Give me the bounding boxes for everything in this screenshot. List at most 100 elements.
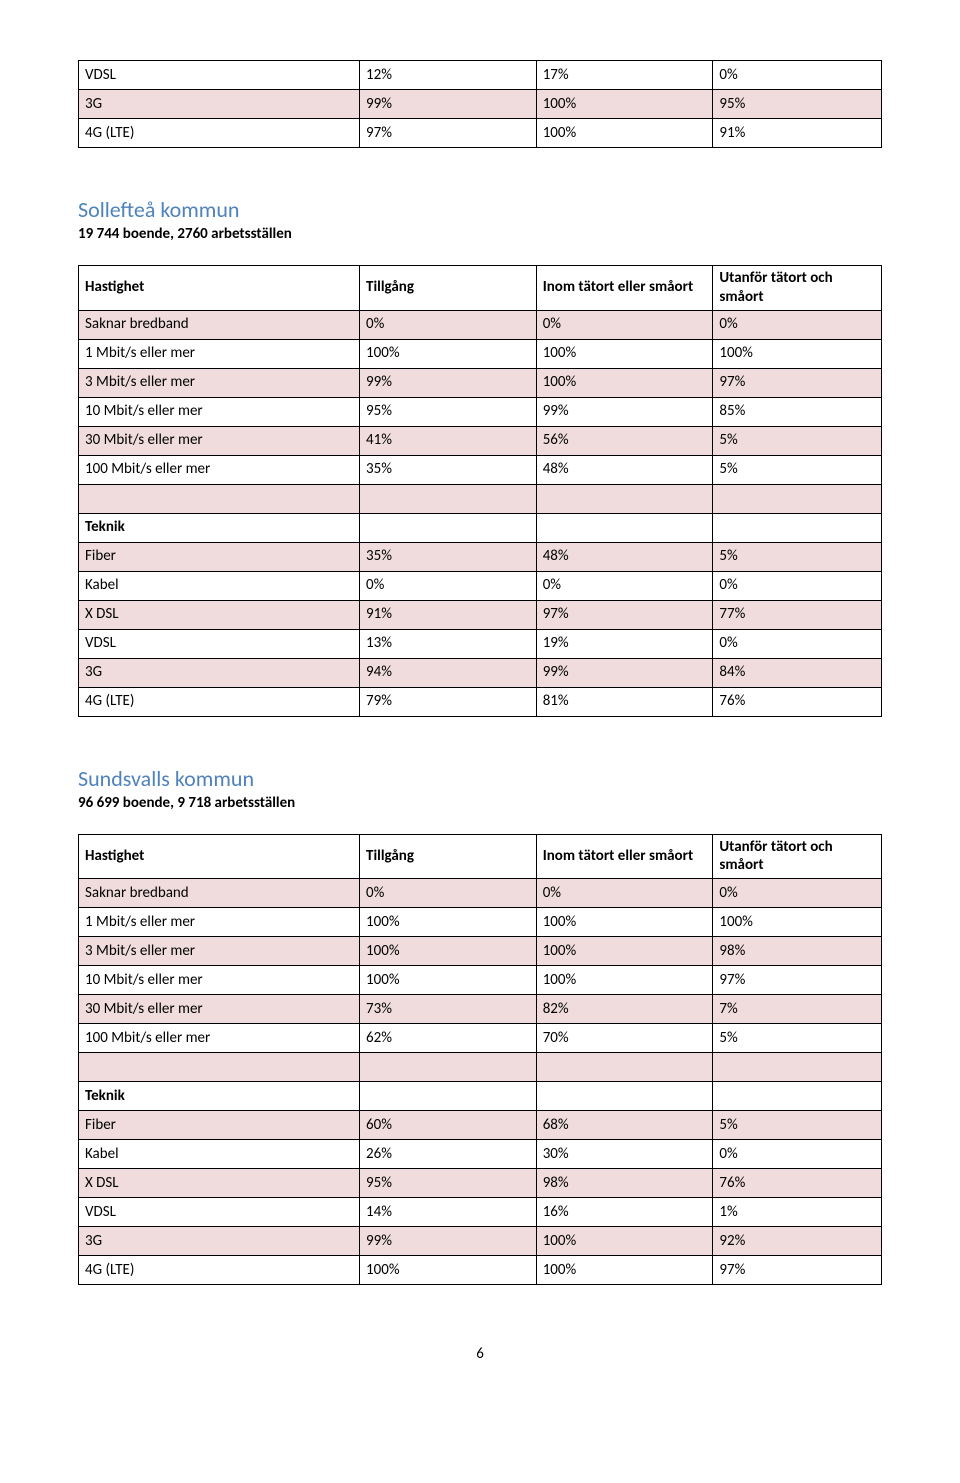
section-table: HastighetTillgångInom tätort eller småor… <box>78 265 882 717</box>
table-cell <box>360 1053 537 1082</box>
teknik-header-row: Teknik <box>79 1082 882 1111</box>
table-row: 3 Mbit/s eller mer100%100%98% <box>79 937 882 966</box>
table-cell: 97% <box>713 368 882 397</box>
table-cell: 19% <box>536 629 713 658</box>
table-cell: 97% <box>713 1256 882 1285</box>
table-header-row: HastighetTillgångInom tätort eller småor… <box>79 266 882 311</box>
table-cell: Fiber <box>79 542 360 571</box>
table-cell: 3G <box>79 658 360 687</box>
table-cell: 0% <box>536 310 713 339</box>
table-cell: 0% <box>536 879 713 908</box>
table-cell: 84% <box>713 658 882 687</box>
table-cell: 48% <box>536 455 713 484</box>
table-cell: 5% <box>713 1111 882 1140</box>
table-cell: 100% <box>536 966 713 995</box>
table-cell: 35% <box>360 455 537 484</box>
table-cell: 5% <box>713 1024 882 1053</box>
table-header-cell: Tillgång <box>360 266 537 311</box>
table-header-cell: Utanför tätort och småort <box>713 834 882 879</box>
table-cell: 4G (LTE) <box>79 687 360 716</box>
table-cell: 99% <box>536 658 713 687</box>
table-cell: 14% <box>360 1198 537 1227</box>
table-cell: Fiber <box>79 1111 360 1140</box>
teknik-label: Teknik <box>79 1082 360 1111</box>
teknik-label: Teknik <box>79 513 360 542</box>
table-cell: 91% <box>713 119 882 148</box>
table-cell: 100% <box>536 937 713 966</box>
table-row: Saknar bredband0%0%0% <box>79 879 882 908</box>
table-cell <box>536 1082 713 1111</box>
table-cell: 100% <box>536 90 713 119</box>
table-row: 3G99%100%92% <box>79 1227 882 1256</box>
table-cell: 100% <box>360 1256 537 1285</box>
table-cell: 98% <box>713 937 882 966</box>
table-cell: 100% <box>536 368 713 397</box>
table-cell: 95% <box>360 397 537 426</box>
table-cell: 30 Mbit/s eller mer <box>79 995 360 1024</box>
table-cell: 0% <box>713 629 882 658</box>
table-cell: 0% <box>713 879 882 908</box>
table-cell: VDSL <box>79 61 360 90</box>
table-cell <box>536 1053 713 1082</box>
table-cell: 3 Mbit/s eller mer <box>79 937 360 966</box>
table-row: 3G94%99%84% <box>79 658 882 687</box>
table-cell: X DSL <box>79 600 360 629</box>
table-cell: 97% <box>360 119 537 148</box>
table-cell: 30 Mbit/s eller mer <box>79 426 360 455</box>
table-cell: 26% <box>360 1140 537 1169</box>
sections-container: Sollefteå kommun19 744 boende, 2760 arbe… <box>78 196 882 1285</box>
table-cell: 97% <box>713 966 882 995</box>
table-row: VDSL14%16%1% <box>79 1198 882 1227</box>
table-cell: 100% <box>713 908 882 937</box>
table-row: VDSL12%17%0% <box>79 61 882 90</box>
table-cell: 1 Mbit/s eller mer <box>79 908 360 937</box>
table-cell: VDSL <box>79 629 360 658</box>
table-cell: 99% <box>360 1227 537 1256</box>
table-cell: 41% <box>360 426 537 455</box>
table-cell: 5% <box>713 455 882 484</box>
table-cell: 0% <box>536 571 713 600</box>
section-subtitle: 96 699 boende, 9 718 arbetsställen <box>78 794 882 812</box>
table-cell: 10 Mbit/s eller mer <box>79 966 360 995</box>
table-cell <box>713 1082 882 1111</box>
table-cell: 100% <box>360 339 537 368</box>
section-table: HastighetTillgångInom tätort eller småor… <box>78 834 882 1286</box>
table-cell: Kabel <box>79 571 360 600</box>
section-title: Sundsvalls kommun <box>78 765 882 792</box>
table-cell: 76% <box>713 1169 882 1198</box>
table-cell: 99% <box>360 368 537 397</box>
table-row: 4G (LTE)100%100%97% <box>79 1256 882 1285</box>
table-cell: 0% <box>360 571 537 600</box>
table-cell: 10 Mbit/s eller mer <box>79 397 360 426</box>
table-header-cell: Hastighet <box>79 834 360 879</box>
table-cell <box>360 484 537 513</box>
table-cell: 0% <box>360 879 537 908</box>
table-header-row: HastighetTillgångInom tätort eller småor… <box>79 834 882 879</box>
table-cell <box>713 484 882 513</box>
table-spacer-row <box>79 484 882 513</box>
table-header-cell: Tillgång <box>360 834 537 879</box>
table-header-cell: Utanför tätort och småort <box>713 266 882 311</box>
table-row: 4G (LTE)79%81%76% <box>79 687 882 716</box>
table-cell: 0% <box>713 571 882 600</box>
table-cell: 3G <box>79 90 360 119</box>
table-cell: 5% <box>713 542 882 571</box>
table-cell: 100% <box>360 966 537 995</box>
table-cell: 100% <box>360 908 537 937</box>
table-cell: 100 Mbit/s eller mer <box>79 1024 360 1053</box>
table-row: 100 Mbit/s eller mer62%70%5% <box>79 1024 882 1053</box>
table-cell: 100% <box>536 1227 713 1256</box>
table-cell: 35% <box>360 542 537 571</box>
table-row: Fiber35%48%5% <box>79 542 882 571</box>
table-row: 30 Mbit/s eller mer73%82%7% <box>79 995 882 1024</box>
document-page: VDSL12%17%0%3G99%100%95%4G (LTE)97%100%9… <box>0 0 960 1403</box>
table-cell: 100% <box>713 339 882 368</box>
table-cell: 70% <box>536 1024 713 1053</box>
table-cell: X DSL <box>79 1169 360 1198</box>
table-cell: 68% <box>536 1111 713 1140</box>
page-number: 6 <box>78 1345 882 1363</box>
table-cell: 100% <box>536 119 713 148</box>
table-cell: 85% <box>713 397 882 426</box>
table-row: X DSL91%97%77% <box>79 600 882 629</box>
table-cell <box>360 1082 537 1111</box>
